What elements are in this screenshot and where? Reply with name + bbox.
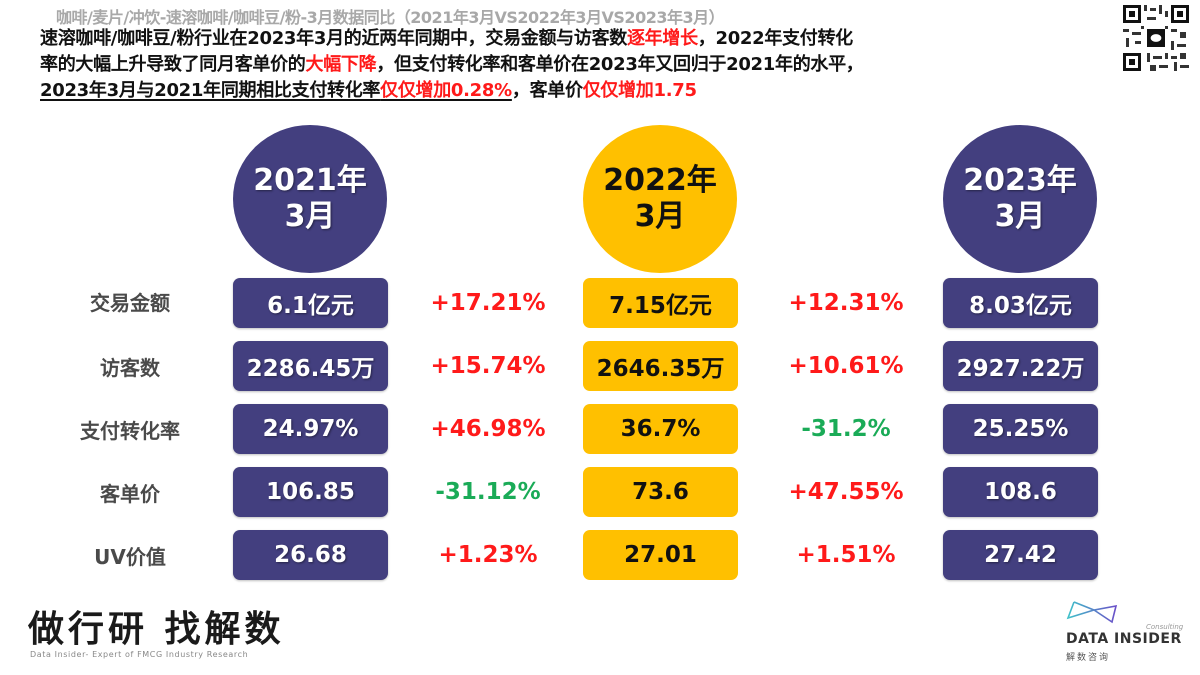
period-circle-2023: 2023年 3月	[943, 125, 1097, 273]
change-2021-2022-gmv: +17.21%	[430, 290, 546, 316]
metric-label-conversion-rate: 支付转化率	[80, 418, 180, 443]
brand-tagline: Data Insider- Expert of FMCG Industry Re…	[30, 650, 249, 659]
value-2021-uv-value: 26.68	[233, 530, 388, 580]
logo-cn-name: 解数咨询	[1066, 653, 1111, 663]
period-circle-2021: 2021年 3月	[233, 125, 387, 273]
value-2023-visitors: 2927.22万	[943, 341, 1098, 391]
highlight-conversion: 仅仅增加0.28%	[380, 80, 512, 101]
value-2023-gmv: 8.03亿元	[943, 278, 1098, 328]
change-2021-2022-visitors: +15.74%	[430, 353, 546, 379]
summary-line2: 率的大幅上升导致了同月客单价的大幅下降，但支付转化率和客单价在2023年又回归于…	[40, 54, 864, 75]
value-2022-gmv: 7.15亿元	[583, 278, 738, 328]
summary-line3: 2023年3月与2021年同期相比支付转化率仅仅增加0.28%	[40, 80, 512, 101]
metric-label-gmv: 交易金额	[90, 290, 170, 315]
change-2022-2023-visitors: +10.61%	[788, 353, 904, 379]
logo-consulting-text: Consulting	[1146, 623, 1184, 631]
value-2021-conversion-rate: 24.97%	[233, 404, 388, 454]
change-2022-2023-gmv: +12.31%	[788, 290, 904, 316]
change-2022-2023-uv-value: +1.51%	[796, 542, 896, 568]
summary-line1: 速溶咖啡/咖啡豆/粉行业在2023年3月的近两年同期中，交易金额与访客数逐年增长…	[40, 28, 853, 49]
value-2022-uv-value: 27.01	[583, 530, 738, 580]
value-2022-conversion-rate: 36.7%	[583, 404, 738, 454]
change-2021-2022-uv-value: +1.23%	[438, 542, 538, 568]
qr-code-icon	[1120, 2, 1192, 74]
period-circle-2022: 2022年 3月	[583, 125, 737, 273]
summary-text: 速溶咖啡/咖啡豆/粉行业在2023年3月的近两年同期中，交易金额与访客数逐年增长…	[40, 28, 864, 101]
value-2022-visitors: 2646.35万	[583, 341, 738, 391]
logo-name: DATA INSIDER	[1066, 631, 1182, 647]
highlight-price: 仅仅增加1.75	[582, 80, 697, 101]
value-2021-gmv: 6.1亿元	[233, 278, 388, 328]
change-2021-2022-conversion-rate: +46.98%	[430, 416, 546, 442]
value-2021-avg-order-value: 106.85	[233, 467, 388, 517]
metric-label-visitors: 访客数	[100, 355, 160, 380]
value-2022-avg-order-value: 73.6	[583, 467, 738, 517]
data-insider-logo-icon	[1060, 596, 1190, 666]
value-2023-conversion-rate: 25.25%	[943, 404, 1098, 454]
brand-slogan: 做行研 找解数	[28, 609, 285, 650]
metric-label-avg-order-value: 客单价	[100, 481, 160, 506]
metric-label-uv-value: UV价值	[94, 544, 166, 569]
change-2022-2023-avg-order-value: +47.55%	[788, 479, 904, 505]
highlight-growth: 逐年增长	[626, 28, 698, 49]
highlight-drop: 大幅下降	[305, 54, 377, 75]
page-subtitle: 咖啡/麦片/冲饮-速溶咖啡/咖啡豆/粉-3月数据同比（2021年3月VS2022…	[56, 8, 725, 27]
change-2022-2023-conversion-rate: -31.2%	[801, 416, 891, 442]
change-2021-2022-avg-order-value: -31.12%	[435, 479, 541, 505]
value-2023-uv-value: 27.42	[943, 530, 1098, 580]
value-2023-avg-order-value: 108.6	[943, 467, 1098, 517]
value-2021-visitors: 2286.45万	[233, 341, 388, 391]
